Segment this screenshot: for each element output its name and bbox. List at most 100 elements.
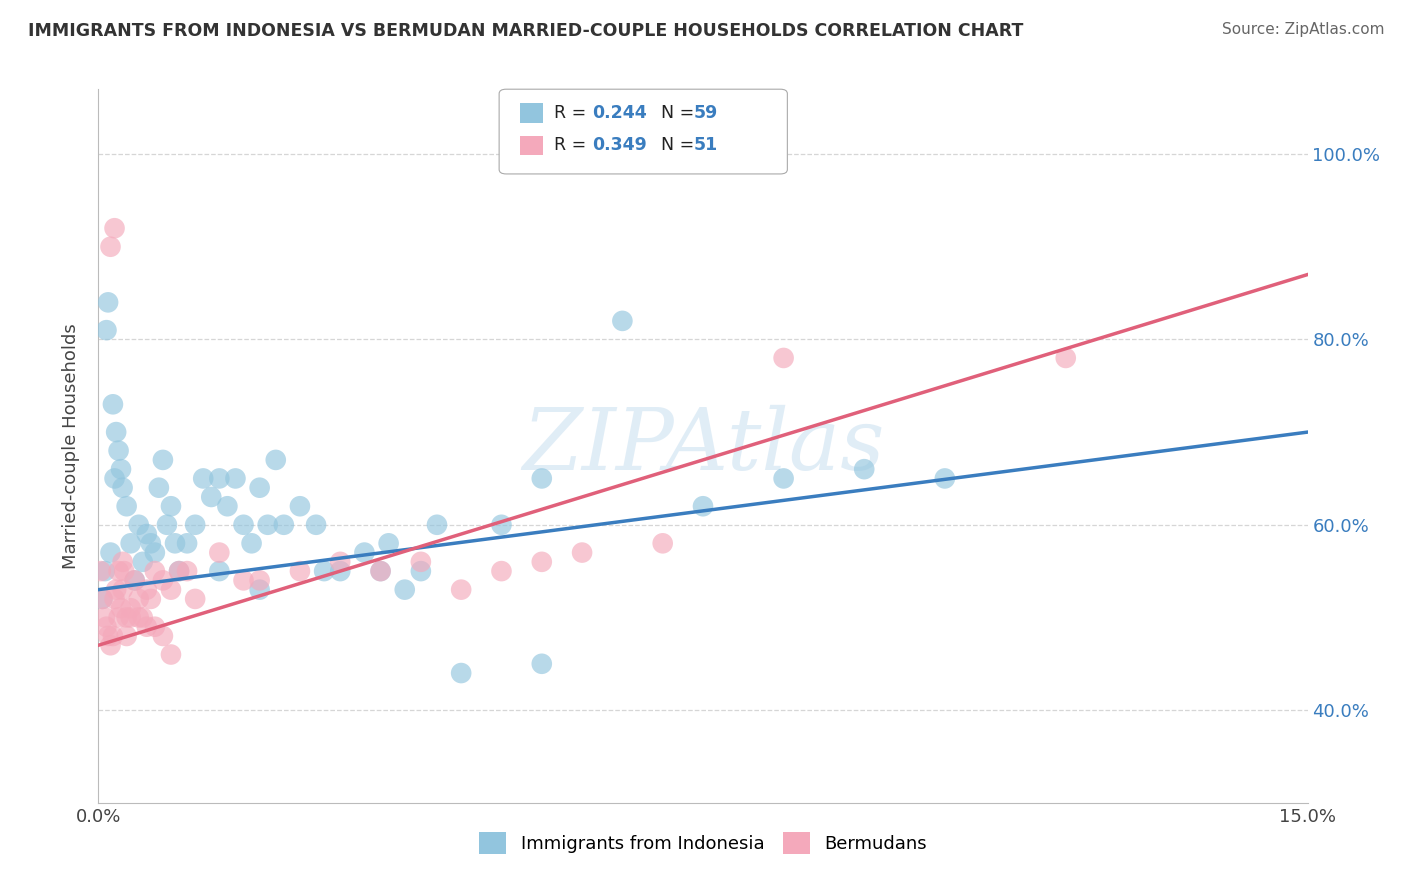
Point bbox=[135, 527, 157, 541]
Point bbox=[100, 545, 122, 559]
Point bbox=[184, 517, 207, 532]
Point bbox=[329, 564, 352, 578]
Point bbox=[288, 564, 311, 578]
Point bbox=[132, 610, 155, 624]
Point bbox=[152, 574, 174, 588]
Point bbox=[772, 351, 794, 365]
Point bbox=[394, 582, 416, 597]
Point bbox=[115, 629, 138, 643]
Point bbox=[124, 574, 146, 588]
Point bbox=[314, 564, 336, 578]
Point bbox=[377, 536, 399, 550]
Point bbox=[450, 666, 472, 681]
Text: IMMIGRANTS FROM INDONESIA VS BERMUDAN MARRIED-COUPLE HOUSEHOLDS CORRELATION CHAR: IMMIGRANTS FROM INDONESIA VS BERMUDAN MA… bbox=[28, 22, 1024, 40]
Point bbox=[103, 221, 125, 235]
Point bbox=[143, 620, 166, 634]
Point bbox=[217, 500, 239, 514]
Point bbox=[249, 574, 271, 588]
Point bbox=[128, 591, 150, 606]
Point bbox=[128, 517, 150, 532]
Point bbox=[103, 471, 125, 485]
Point bbox=[353, 545, 375, 559]
Point bbox=[232, 517, 254, 532]
Y-axis label: Married-couple Households: Married-couple Households bbox=[62, 323, 80, 569]
Point bbox=[612, 314, 634, 328]
Point bbox=[370, 564, 392, 578]
Point bbox=[240, 536, 263, 550]
Point bbox=[450, 582, 472, 597]
Point bbox=[772, 471, 794, 485]
Point bbox=[120, 536, 142, 550]
Point bbox=[160, 500, 183, 514]
Point bbox=[105, 582, 128, 597]
Point bbox=[491, 564, 513, 578]
Point bbox=[97, 629, 120, 643]
Point bbox=[264, 453, 287, 467]
Point bbox=[101, 629, 124, 643]
Text: R =: R = bbox=[554, 136, 592, 154]
Point bbox=[101, 397, 124, 411]
Point bbox=[692, 500, 714, 514]
Text: 0.349: 0.349 bbox=[592, 136, 647, 154]
Point bbox=[139, 536, 162, 550]
Point bbox=[409, 564, 432, 578]
Point bbox=[132, 555, 155, 569]
Point bbox=[184, 591, 207, 606]
Point bbox=[208, 471, 231, 485]
Point bbox=[139, 591, 162, 606]
Point bbox=[273, 517, 295, 532]
Point bbox=[96, 620, 118, 634]
Text: 51: 51 bbox=[693, 136, 717, 154]
Point bbox=[128, 610, 150, 624]
Point bbox=[100, 638, 122, 652]
Point bbox=[651, 536, 673, 550]
Text: N =: N = bbox=[650, 104, 699, 122]
Point bbox=[208, 545, 231, 559]
Point bbox=[329, 555, 352, 569]
Text: ZIPAtlas: ZIPAtlas bbox=[522, 405, 884, 487]
Point bbox=[120, 601, 142, 615]
Point bbox=[160, 582, 183, 597]
Point bbox=[530, 657, 553, 671]
Point bbox=[111, 582, 134, 597]
Point bbox=[200, 490, 222, 504]
Point bbox=[176, 564, 198, 578]
Text: 59: 59 bbox=[693, 104, 717, 122]
Point bbox=[143, 545, 166, 559]
Point bbox=[305, 517, 328, 532]
Point bbox=[107, 443, 129, 458]
Point bbox=[256, 517, 278, 532]
Point bbox=[232, 574, 254, 588]
Point bbox=[103, 591, 125, 606]
Point bbox=[224, 471, 246, 485]
Text: 0.244: 0.244 bbox=[592, 104, 647, 122]
Text: N =: N = bbox=[650, 136, 699, 154]
Point bbox=[105, 425, 128, 439]
Point bbox=[193, 471, 215, 485]
Point bbox=[370, 564, 392, 578]
Point bbox=[110, 462, 132, 476]
Point bbox=[176, 536, 198, 550]
Point bbox=[115, 610, 138, 624]
Point bbox=[90, 564, 112, 578]
Point bbox=[167, 564, 190, 578]
Point bbox=[156, 517, 179, 532]
Point bbox=[96, 323, 118, 337]
Text: R =: R = bbox=[554, 104, 592, 122]
Point bbox=[94, 564, 117, 578]
Point bbox=[107, 610, 129, 624]
Point bbox=[1054, 351, 1077, 365]
Text: Source: ZipAtlas.com: Source: ZipAtlas.com bbox=[1222, 22, 1385, 37]
Point bbox=[152, 453, 174, 467]
Point bbox=[160, 648, 183, 662]
Point bbox=[530, 471, 553, 485]
Point bbox=[107, 564, 129, 578]
Point bbox=[111, 481, 134, 495]
Point bbox=[426, 517, 449, 532]
Point bbox=[115, 500, 138, 514]
Point bbox=[249, 582, 271, 597]
Point bbox=[208, 564, 231, 578]
Point bbox=[152, 629, 174, 643]
Point bbox=[112, 564, 135, 578]
Point bbox=[853, 462, 876, 476]
